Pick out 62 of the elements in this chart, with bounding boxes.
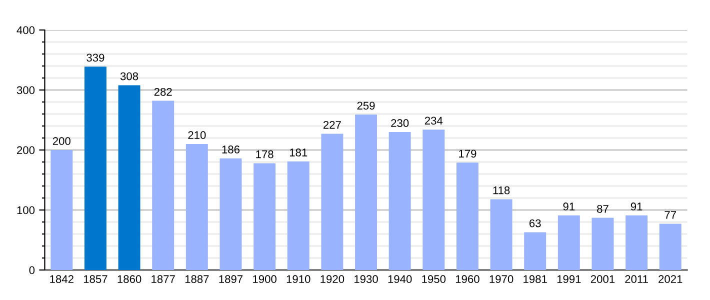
bar (186, 144, 208, 270)
data-label: 77 (664, 211, 676, 219)
x-tick-label: 2001 (590, 275, 615, 284)
x-tick-label: 1877 (152, 275, 175, 284)
x-tick-label: 1920 (320, 275, 344, 284)
data-label: 186 (222, 146, 240, 154)
data-label: 178 (256, 150, 274, 158)
data-label: 230 (391, 119, 409, 128)
bar (592, 218, 614, 270)
data-label: 200 (52, 137, 70, 146)
data-label: 181 (290, 148, 308, 156)
x-tick-label: 1910 (286, 275, 310, 284)
bar (152, 100, 174, 270)
x-tick-label: 1897 (219, 275, 243, 284)
bar (321, 134, 344, 270)
y-tick-label: 0 (29, 266, 35, 274)
x-tick-label: 1991 (557, 275, 581, 284)
x-tick-label: 2011 (625, 275, 648, 284)
bar (84, 66, 106, 270)
data-label: 282 (154, 88, 172, 96)
data-label: 210 (188, 131, 206, 140)
bar (558, 215, 580, 270)
x-tick-label: 1900 (253, 275, 276, 284)
bar (50, 150, 73, 270)
data-label: 91 (563, 202, 575, 210)
bar (355, 114, 377, 270)
data-label: 118 (493, 186, 510, 194)
bar (456, 162, 478, 270)
x-tick-label: 1960 (456, 275, 480, 284)
bar (626, 215, 648, 270)
bar (287, 161, 310, 270)
data-label: 227 (323, 120, 341, 129)
bar (254, 163, 276, 270)
data-label: 63 (529, 219, 541, 228)
y-tick-label: 200 (17, 146, 35, 154)
y-tick-label: 400 (16, 26, 35, 34)
bar (659, 224, 682, 270)
y-tick-label: 300 (16, 86, 35, 94)
x-tick-label: 1857 (84, 275, 108, 284)
bar (220, 158, 242, 270)
x-tick-label: 1981 (524, 275, 547, 284)
y-tick-label: 100 (17, 206, 35, 214)
data-label: 91 (630, 202, 642, 210)
bar (422, 130, 445, 270)
bar (490, 199, 512, 270)
x-tick-label: 2021 (658, 275, 682, 284)
data-label: 339 (86, 54, 104, 62)
x-tick-label: 1940 (388, 275, 412, 284)
bar (524, 232, 546, 270)
data-label: 87 (597, 204, 608, 213)
data-label: 234 (424, 116, 443, 125)
x-tick-label: 1887 (185, 275, 209, 284)
data-label: 179 (459, 150, 476, 158)
x-tick-label: 1970 (490, 275, 514, 284)
bar (388, 132, 411, 270)
x-tick-label: 1950 (422, 275, 446, 284)
bar (118, 85, 140, 270)
x-tick-label: 1860 (118, 275, 142, 284)
data-label: 259 (357, 102, 375, 110)
data-label: 308 (120, 72, 138, 80)
x-tick-label: 1842 (50, 275, 74, 284)
x-tick-label: 1930 (354, 275, 378, 284)
